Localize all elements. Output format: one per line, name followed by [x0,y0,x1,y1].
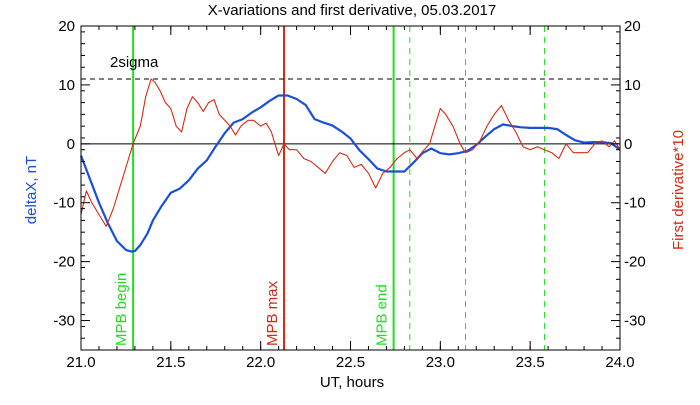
y-tick-label-right-4: 0 [624,136,632,153]
chart-title: X-variations and first derivative, 05.03… [208,2,497,19]
y-tick-label-right-6: 20 [624,18,641,35]
y-tick-label-right-3: -10 [624,195,646,212]
vertical-marker-label-1: MPB begin [113,273,130,346]
plot-frame [80,25,621,351]
vertical-marker-label-2: MPB max [264,280,281,346]
reference-line-layer: 2sigma [81,54,620,145]
x-tick-label-1: 21.0 [66,354,95,371]
series-line-deltaX [79,94,621,253]
x-tick-label-7: 24.0 [605,354,634,371]
vertical-marker-label-3: MPB end [374,284,391,346]
reference-line-label-1: 2sigma [110,54,159,71]
x-tick-label-6: 23.5 [516,354,545,371]
y-tick-label-left-4: 0 [67,136,75,153]
right-y-axis-label: First derivative*10 [670,130,687,250]
axes-layer: 21.0 21.5 22.0 22.5 23.0 23.5 24.0 -30 -30 -20 -20… [53,18,645,371]
y-tick-label-right-5: 10 [624,77,641,94]
x-tick-label-4: 22.5 [336,354,365,371]
y-tick-label-left-2: -20 [53,254,75,271]
y-tick-label-right-1: -30 [624,313,646,330]
x-tick-label-5: 23.0 [426,354,455,371]
x-tick-label-2: 21.5 [156,354,185,371]
y-tick-label-left-3: -10 [53,195,75,212]
y-tick-label-right-2: -20 [624,254,646,271]
y-tick-label-left-1: -30 [53,313,75,330]
vertical-marker-layer: MPB begin MPB max MPB end [113,26,546,350]
series-layer [79,78,621,253]
left-y-axis-label: deltaX, nT [23,156,40,224]
x-tick-label-3: 22.0 [246,354,275,371]
x-axis-label: UT, hours [320,374,384,391]
y-tick-label-left-5: 10 [58,77,75,94]
series-line-derivative [80,78,621,227]
y-tick-label-left-6: 20 [58,18,75,35]
